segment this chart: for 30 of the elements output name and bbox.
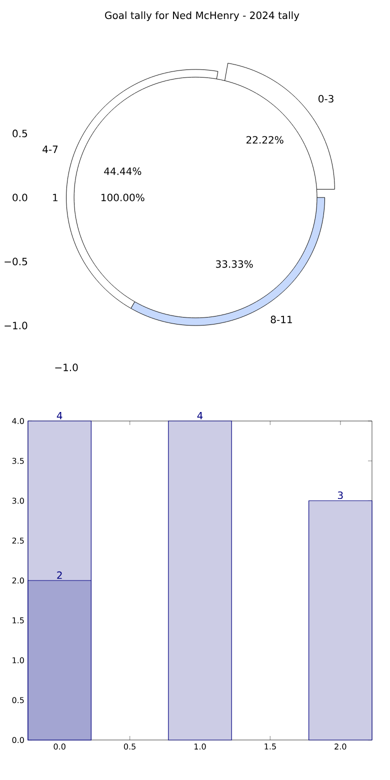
chart-title: Goal tally for Ned McHenry - 2024 tally bbox=[105, 11, 300, 22]
y-tick-label: 0.0 bbox=[12, 736, 24, 744]
x-tick-label: 1.0 bbox=[194, 744, 206, 750]
slice-label: 8-11 bbox=[270, 316, 292, 324]
y-tick-label: 2.0 bbox=[12, 577, 24, 584]
data-label: 4 bbox=[56, 412, 62, 420]
x-tick-label: 1.5 bbox=[264, 744, 276, 750]
y-tick-label: 0.5 bbox=[12, 697, 24, 704]
x-tick-label: 0.0 bbox=[54, 744, 66, 750]
data-label: 100.00% bbox=[102, 194, 144, 202]
x-tick-label: 2.0 bbox=[334, 744, 346, 750]
text: −1.0 bbox=[55, 364, 78, 372]
y-tick-label: 3.5 bbox=[12, 458, 24, 464]
slice-label: 4-7 bbox=[42, 146, 58, 153]
y-tick-label: 3.0 bbox=[12, 498, 24, 504]
y-tick-label: 1.0 bbox=[12, 657, 24, 664]
data-label: 4 bbox=[197, 412, 203, 420]
y-tick-label: 4.0 bbox=[12, 418, 24, 424]
y-tick-label: 2.5 bbox=[12, 538, 24, 544]
text: −1.0 bbox=[4, 322, 28, 330]
data-label: 3 bbox=[338, 491, 343, 500]
slice-label: 1 bbox=[53, 194, 58, 202]
text: −0.5 bbox=[4, 258, 28, 266]
data-label: 44.44% bbox=[104, 167, 142, 176]
data-label: 33.33% bbox=[216, 260, 253, 268]
data-label: 22.22% bbox=[246, 136, 284, 144]
data-label: 2 bbox=[57, 571, 62, 579]
slice-label: 0-3 bbox=[318, 94, 334, 103]
y-tick-label: 1.5 bbox=[12, 617, 24, 624]
x-tick-label: 0.5 bbox=[124, 744, 136, 750]
